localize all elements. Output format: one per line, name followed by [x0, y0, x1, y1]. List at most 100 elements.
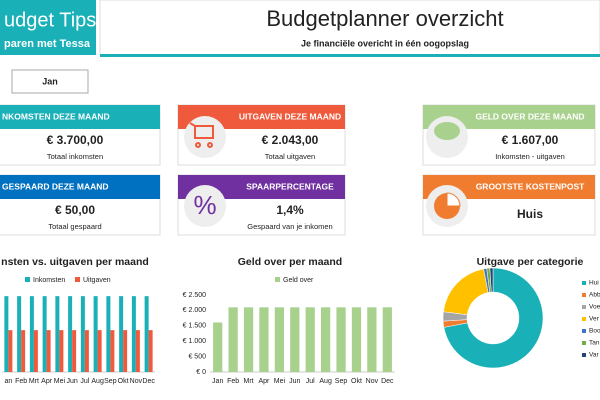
- legend-label: Inkomsten: [33, 277, 65, 284]
- bar: [367, 307, 377, 372]
- x-tick-label: Jun: [289, 378, 300, 385]
- card-value: € 3.700,00: [47, 133, 104, 147]
- bar: [8, 330, 13, 372]
- card-value: Huis: [517, 207, 543, 221]
- legend-swatch: [25, 277, 30, 282]
- bar: [68, 296, 73, 372]
- card-title: UITGAVEN DEZE MAAND: [239, 111, 341, 121]
- bar: [148, 330, 153, 372]
- card-caption: Totaal inkomsten: [47, 152, 103, 161]
- x-tick-label: Apr: [259, 378, 271, 385]
- pie-icon-wedge: [446, 192, 461, 207]
- legend-label: Geld over: [283, 277, 314, 284]
- bar: [72, 330, 77, 372]
- page-subtitle: Je financiële overicht in één oogopslag: [301, 38, 469, 48]
- legend-swatch: [582, 281, 586, 285]
- tagline: paren met Tessa: [4, 38, 91, 50]
- y-tick-label: € 0: [196, 369, 206, 376]
- donut-slice: [489, 267, 494, 293]
- x-tick-label: Dec: [142, 378, 155, 385]
- month-selector-text[interactable]: Jan: [42, 76, 58, 86]
- x-tick-label: Aug: [319, 378, 332, 385]
- bar: [259, 307, 269, 372]
- y-tick-label: € 2.000: [183, 307, 206, 314]
- x-tick-label: an: [4, 378, 12, 385]
- legend-swatch: [275, 277, 280, 282]
- charts: nsten vs. uitgaven per maand Inkomsten Uit…: [1, 256, 600, 385]
- bar: [305, 307, 315, 372]
- card-header: [0, 105, 160, 129]
- legend-label: Abb: [589, 292, 600, 299]
- card-caption: Totaal gespaard: [48, 222, 101, 231]
- bar: [42, 296, 47, 372]
- legend-swatch: [582, 329, 586, 333]
- x-tick-label: Jun: [66, 378, 77, 385]
- bar: [131, 296, 136, 372]
- y-tick-label: € 2.500: [183, 292, 206, 299]
- card-title: NKOMSTEN DEZE MAAND: [2, 111, 110, 121]
- legend-swatch: [582, 353, 586, 357]
- card-title: GESPAARD DEZE MAAND: [2, 181, 109, 191]
- x-tick-label: Jul: [306, 378, 315, 385]
- card-caption: Inkomsten - uitgaven: [495, 152, 565, 161]
- icon-bg: [184, 185, 226, 227]
- piggy-icon: [434, 122, 460, 140]
- bar: [4, 296, 9, 372]
- legend-swatch: [582, 305, 586, 309]
- x-tick-label: Mei: [274, 378, 286, 385]
- bar: [123, 330, 128, 372]
- card-value: 1,4%: [276, 203, 304, 217]
- x-tick-label: Jan: [212, 378, 223, 385]
- cart-icon: [189, 122, 214, 148]
- month-selector[interactable]: [11, 69, 89, 94]
- bar: [336, 307, 346, 372]
- x-tick-label: Nov: [366, 378, 379, 385]
- card-title: GELD OVER DEZE MAAND: [475, 111, 584, 121]
- legend-swatch: [582, 341, 586, 345]
- bar: [243, 307, 254, 372]
- x-tick-label: Feb: [15, 378, 27, 385]
- page-title: Budgetplanner overzicht: [266, 6, 503, 31]
- x-tick-label: Aug: [91, 378, 104, 385]
- legend-swatch: [75, 277, 80, 282]
- bar: [21, 330, 26, 372]
- legend-swatch: [582, 317, 586, 321]
- bar: [59, 330, 64, 372]
- x-tick-label: Sep: [335, 378, 348, 385]
- x-tick-label: Okt: [118, 378, 129, 385]
- bar: [228, 307, 238, 372]
- bar: [97, 330, 102, 372]
- y-tick-label: € 500: [188, 353, 206, 360]
- card-title: GROOTSTE KOSTENPOST: [476, 181, 585, 191]
- card-header: [0, 175, 160, 199]
- bar: [144, 296, 149, 372]
- bar: [80, 296, 85, 372]
- bar: [382, 307, 392, 372]
- bar: [321, 307, 331, 372]
- cart-handle: [189, 122, 196, 127]
- bar: [33, 330, 38, 372]
- brand: udget Tips: [4, 9, 96, 31]
- cart-body: [194, 125, 214, 139]
- bar: [274, 307, 284, 372]
- card-value: € 2.043,00: [262, 133, 319, 147]
- cart-wheel: [195, 142, 201, 148]
- percent-icon: %: [193, 190, 216, 220]
- x-tick-label: Feb: [227, 378, 239, 385]
- bar: [29, 296, 34, 372]
- brand-box: [0, 0, 96, 55]
- bar: [213, 322, 223, 372]
- bar: [17, 296, 22, 372]
- legend-label: Voe: [589, 304, 600, 311]
- chart-title: Geld over per maand: [238, 256, 342, 268]
- card-caption: Gespaard van je inkomen: [247, 222, 332, 231]
- cart-wheel: [207, 142, 213, 148]
- legend-label: Boo: [589, 328, 600, 335]
- legend-label: Tan: [589, 340, 600, 347]
- donut-slice: [443, 267, 544, 369]
- card-caption: Totaal uitgaven: [265, 152, 315, 161]
- x-tick-label: Okt: [351, 378, 362, 385]
- bar: [55, 296, 60, 372]
- chart-title: nsten vs. uitgaven per maand: [1, 256, 149, 268]
- card-value: € 50,00: [55, 203, 95, 217]
